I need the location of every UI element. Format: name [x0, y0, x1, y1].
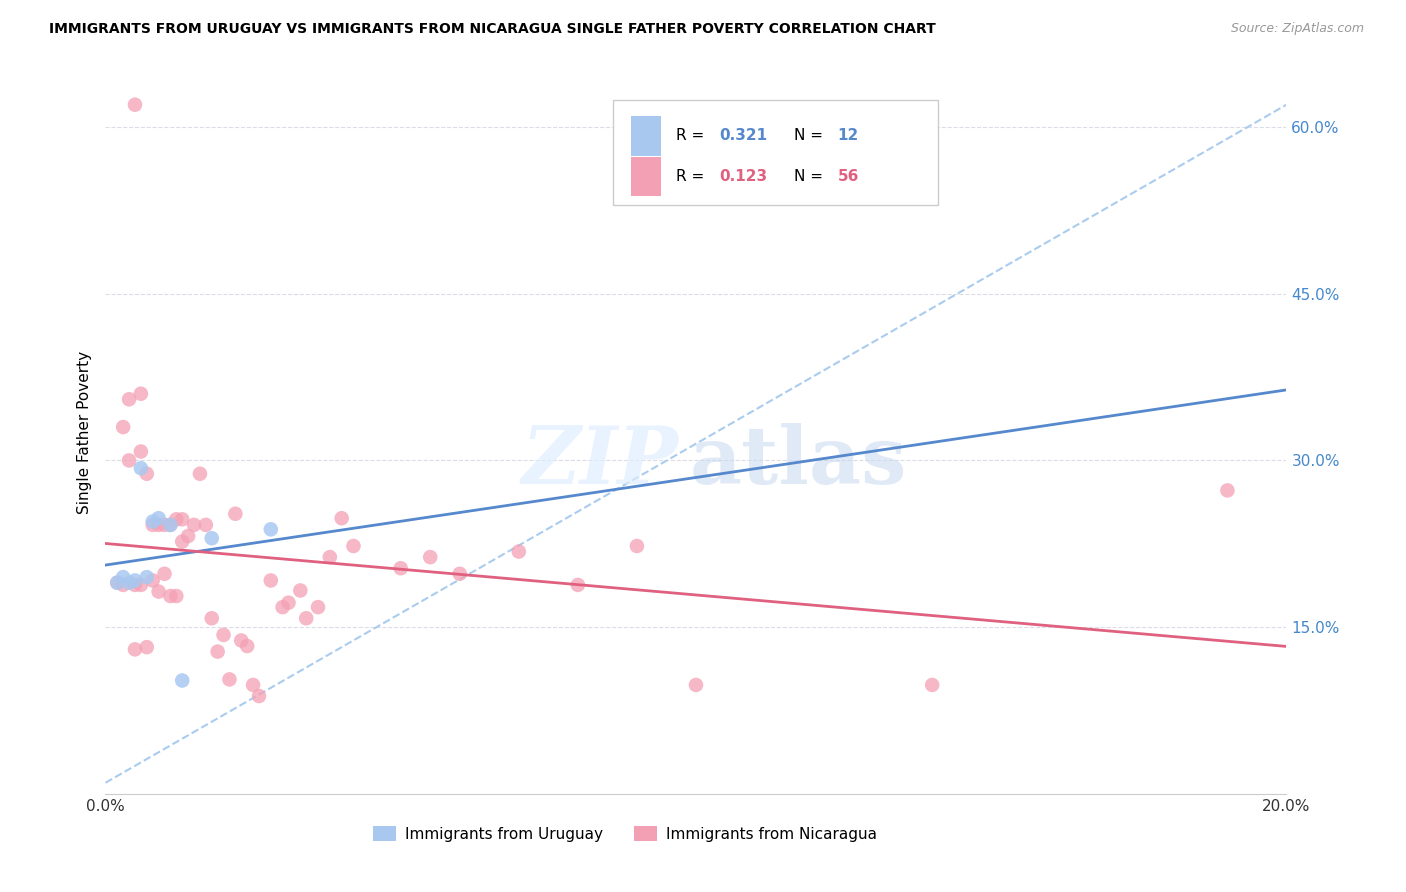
Point	[567, 578, 589, 592]
Point	[242, 678, 264, 692]
Point	[135, 640, 157, 655]
Point	[172, 512, 194, 526]
Point	[218, 673, 240, 687]
Point	[685, 678, 707, 692]
Text: N =: N =	[794, 128, 828, 143]
Point	[319, 550, 342, 565]
Point	[419, 550, 441, 565]
Text: Source: ZipAtlas.com: Source: ZipAtlas.com	[1230, 22, 1364, 36]
Point	[212, 628, 235, 642]
Point	[201, 531, 224, 545]
Point	[330, 511, 353, 525]
Point	[201, 611, 224, 625]
Point	[236, 639, 259, 653]
Text: N =: N =	[794, 169, 828, 184]
Point	[159, 517, 181, 532]
Point	[148, 517, 170, 532]
Point	[142, 515, 165, 529]
Text: 12: 12	[838, 128, 859, 143]
Point	[129, 461, 152, 475]
Point	[153, 517, 176, 532]
Point	[172, 673, 194, 688]
Point	[148, 584, 170, 599]
Point	[135, 570, 157, 584]
Text: ZIP: ZIP	[522, 423, 678, 500]
Point	[271, 600, 294, 615]
Point	[112, 420, 135, 434]
Point	[508, 544, 530, 558]
Point	[290, 583, 312, 598]
FancyBboxPatch shape	[631, 116, 661, 156]
Text: atlas: atlas	[690, 423, 907, 500]
Y-axis label: Single Father Poverty: Single Father Poverty	[77, 351, 93, 514]
FancyBboxPatch shape	[613, 100, 938, 205]
Point	[124, 574, 146, 588]
Point	[224, 507, 246, 521]
Point	[118, 392, 141, 407]
Point	[105, 575, 128, 590]
Point	[194, 517, 217, 532]
Text: 0.123: 0.123	[720, 169, 768, 184]
Point	[124, 578, 146, 592]
Point	[207, 644, 229, 658]
Legend: Immigrants from Uruguay, Immigrants from Nicaragua: Immigrants from Uruguay, Immigrants from…	[367, 820, 883, 847]
Point	[153, 566, 176, 581]
Text: R =: R =	[676, 169, 709, 184]
Point	[307, 600, 329, 615]
Point	[148, 511, 170, 525]
Point	[177, 529, 200, 543]
Point	[129, 444, 152, 458]
Point	[921, 678, 943, 692]
Point	[172, 534, 194, 549]
Text: 0.321: 0.321	[720, 128, 768, 143]
Text: R =: R =	[676, 128, 709, 143]
Point	[129, 386, 152, 401]
Point	[105, 575, 128, 590]
Point	[112, 570, 135, 584]
Point	[342, 539, 364, 553]
Point	[159, 517, 181, 532]
FancyBboxPatch shape	[631, 157, 661, 196]
Point	[449, 566, 471, 581]
Point	[295, 611, 318, 625]
Point	[129, 578, 152, 592]
Text: IMMIGRANTS FROM URUGUAY VS IMMIGRANTS FROM NICARAGUA SINGLE FATHER POVERTY CORRE: IMMIGRANTS FROM URUGUAY VS IMMIGRANTS FR…	[49, 22, 936, 37]
Point	[260, 522, 283, 536]
Point	[118, 453, 141, 467]
Point	[124, 97, 146, 112]
Point	[231, 633, 253, 648]
Point	[183, 517, 205, 532]
Point	[165, 512, 187, 526]
Point	[165, 589, 187, 603]
Point	[135, 467, 157, 481]
Point	[626, 539, 648, 553]
Point	[124, 642, 146, 657]
Point	[112, 578, 135, 592]
Point	[247, 689, 270, 703]
Point	[142, 574, 165, 588]
Point	[142, 517, 165, 532]
Point	[277, 596, 299, 610]
Point	[389, 561, 412, 575]
Point	[260, 574, 283, 588]
Point	[188, 467, 211, 481]
Point	[118, 575, 141, 590]
Point	[159, 589, 181, 603]
Point	[1216, 483, 1239, 498]
Text: 56: 56	[838, 169, 859, 184]
